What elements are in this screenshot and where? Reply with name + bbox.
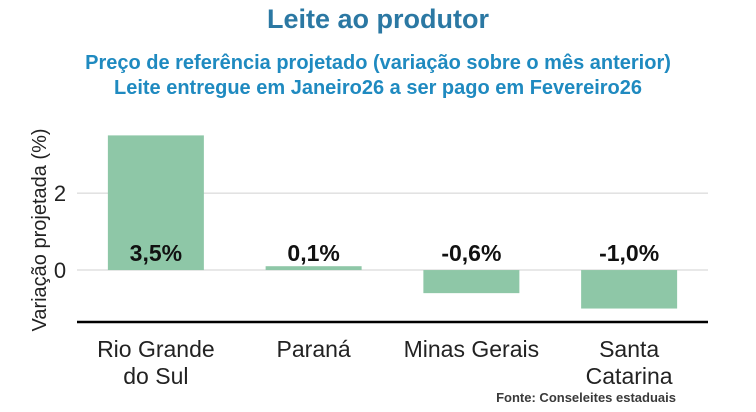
x-tick-label: Santa (599, 336, 659, 362)
bar (107, 135, 204, 271)
y-tick-label: 0 (54, 258, 66, 283)
y-axis-label: Variação projetada (%) (29, 128, 51, 331)
chart-subtitle-line-2: Leite entregue em Janeiro26 a ser pago e… (113, 77, 643, 99)
x-tick-label: Catarina (586, 363, 673, 389)
bar (581, 270, 678, 309)
data-label: -0,6% (441, 240, 501, 266)
x-tick-label: Minas Gerais (404, 336, 539, 362)
x-tick-label: do Sul (123, 363, 188, 389)
bar (423, 270, 520, 294)
data-label: 3,5% (130, 240, 182, 266)
chart-title: Leite ao produtor (267, 4, 489, 34)
source-note: Fonte: Conseleites estaduais (496, 390, 676, 405)
y-tick-label: 2 (54, 181, 66, 206)
x-tick-label: Paraná (277, 336, 351, 362)
x-tick-label: Rio Grande (97, 336, 215, 362)
data-label: 0,1% (287, 240, 339, 266)
data-label: -1,0% (599, 240, 659, 266)
bar (265, 266, 362, 271)
chart-subtitle-line-1: Preço de referência projetado (variação … (85, 52, 671, 74)
